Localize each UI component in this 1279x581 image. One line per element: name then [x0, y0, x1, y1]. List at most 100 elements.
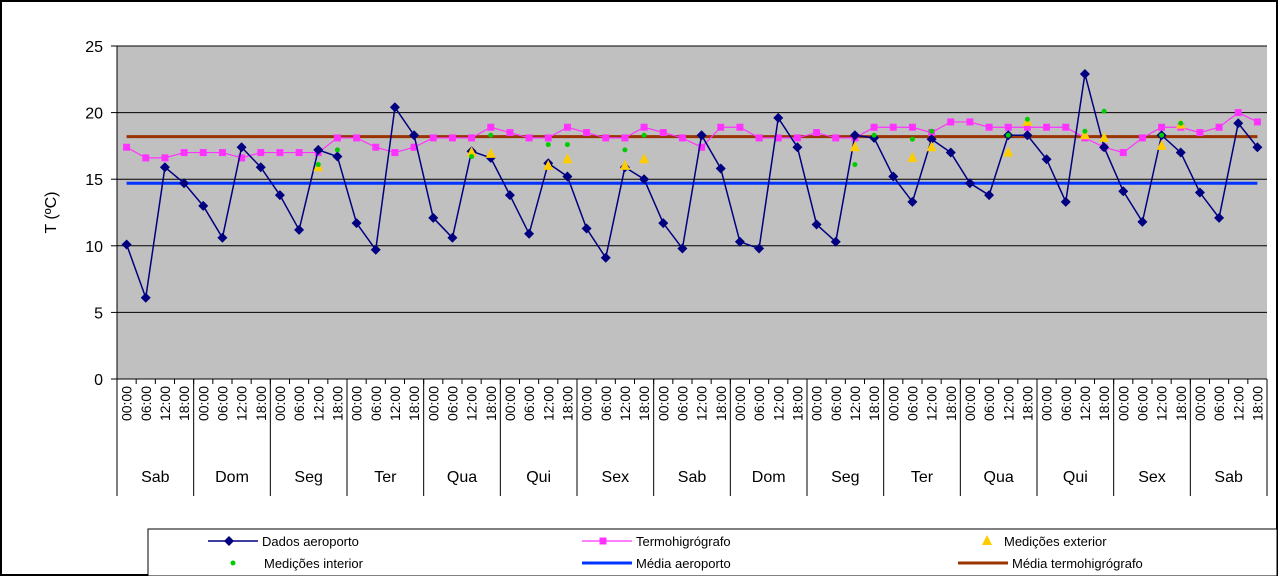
interior-point	[622, 147, 628, 153]
x-tick-label: 12:00	[694, 386, 710, 421]
legend-thermo-marker	[599, 537, 607, 545]
day-label: Qua	[984, 469, 1014, 486]
x-tick-label: 06:00	[981, 386, 997, 421]
airport-point	[179, 178, 190, 189]
thermo-point	[276, 149, 284, 157]
thermo-point	[333, 134, 341, 142]
x-tick-label: 12:00	[234, 386, 250, 421]
x-tick-label: 06:00	[138, 386, 154, 421]
airport-point	[159, 162, 170, 173]
x-tick-label: 12:00	[770, 386, 786, 421]
exterior-point	[926, 141, 937, 152]
x-tick-label: 00:00	[272, 386, 288, 421]
interior-point	[641, 132, 647, 138]
x-tick-label: 18:00	[866, 386, 882, 421]
legend: Dados aeroporto Termohigrógrafo Medições e…	[147, 528, 1278, 577]
y-axis-label: T (ºC)	[43, 192, 60, 234]
airport-point	[677, 243, 688, 254]
thermo-point	[755, 134, 763, 142]
interior-point	[1178, 120, 1184, 126]
thermo-point	[602, 134, 610, 142]
airport-point	[1041, 154, 1052, 165]
airport-point	[1252, 142, 1263, 153]
x-tick-label: 12:00	[464, 386, 480, 421]
thermo-point	[218, 149, 226, 157]
airport-point	[984, 190, 995, 201]
airport-point	[409, 130, 420, 141]
x-tick-label: 06:00	[828, 386, 844, 421]
day-label: Sab	[141, 469, 170, 486]
airport-point	[1022, 130, 1033, 141]
x-tick-label: 18:00	[253, 386, 269, 421]
thermo-point	[1253, 118, 1261, 126]
x-tick-label: 12:00	[1154, 386, 1170, 421]
thermo-point	[199, 149, 207, 157]
airport-point	[370, 244, 381, 255]
y-tick-labels: 0 5 10 15 20 25	[85, 39, 103, 389]
thermo-point	[947, 118, 955, 126]
day-labels: Sab Dom Seg Ter Qua Qui Sex Sab Dom Seg Ter Qua Qui S…	[141, 469, 1243, 486]
airport-point	[351, 218, 362, 229]
thermo-point	[563, 123, 571, 131]
interior-point	[871, 132, 877, 138]
airport-point	[1079, 68, 1090, 79]
thermo-point	[640, 123, 648, 131]
thermo-point	[621, 134, 629, 142]
thermo-point	[832, 134, 840, 142]
airport-point	[236, 142, 247, 153]
thermo-point	[1138, 134, 1146, 142]
thermo-point	[123, 143, 131, 151]
x-tick-label: 06:00	[214, 386, 230, 421]
airport-point	[1137, 216, 1148, 227]
thermo-point	[1215, 123, 1223, 131]
legend-interior-label: Medições interior	[264, 556, 364, 571]
thermo-point	[985, 123, 993, 131]
x-tick-label: 06:00	[521, 386, 537, 421]
x-tick-label: 18:00	[636, 386, 652, 421]
x-tick-label: 18:00	[406, 386, 422, 421]
airport-point	[1194, 187, 1205, 198]
day-label: Dom	[752, 469, 786, 486]
thermo-point	[372, 143, 380, 151]
thermo-point	[1234, 109, 1242, 117]
interior-point	[1024, 116, 1030, 122]
thermo-point	[908, 123, 916, 131]
thermo-point	[142, 154, 150, 162]
x-tick-labels: 00:00 06:00 12:00 18:00 00:00 06:00 12:00 18:00…	[119, 386, 1266, 421]
thermo-point	[793, 134, 801, 142]
legend-exterior-marker	[982, 535, 992, 545]
series	[121, 68, 1263, 303]
thermo-point	[1196, 129, 1204, 137]
x-tick-label: 18:00	[1173, 386, 1189, 421]
interior-point	[488, 132, 494, 138]
legend-airport-label: Dados aeroporto	[262, 534, 359, 549]
interior-point	[545, 142, 551, 148]
exterior-point	[619, 159, 630, 170]
airport-point	[332, 151, 343, 162]
airport-point	[274, 190, 285, 201]
x-tick-label: 00:00	[885, 386, 901, 421]
airport-point	[754, 243, 765, 254]
day-label: Sab	[678, 469, 707, 486]
x-tick-label: 12:00	[1077, 386, 1093, 421]
x-tick-label: 00:00	[1039, 386, 1055, 421]
airport-point	[1233, 118, 1244, 129]
x-tick-label: 00:00	[119, 386, 135, 421]
thermo-point	[698, 143, 706, 151]
airport-point	[217, 232, 228, 243]
airport-point	[581, 223, 592, 234]
airport-point	[1099, 142, 1110, 153]
thermo-point	[966, 118, 974, 126]
thermo-point	[295, 149, 303, 157]
y-tick-label: 5	[94, 305, 103, 322]
x-tick-label: 18:00	[943, 386, 959, 421]
thermo-point	[468, 134, 476, 142]
thermo-point	[678, 134, 686, 142]
x-tick-label: 06:00	[674, 386, 690, 421]
day-label: Qua	[447, 469, 477, 486]
y-tick-label: 15	[85, 172, 103, 189]
thermo-point	[238, 154, 246, 162]
thermo-point	[736, 123, 744, 131]
